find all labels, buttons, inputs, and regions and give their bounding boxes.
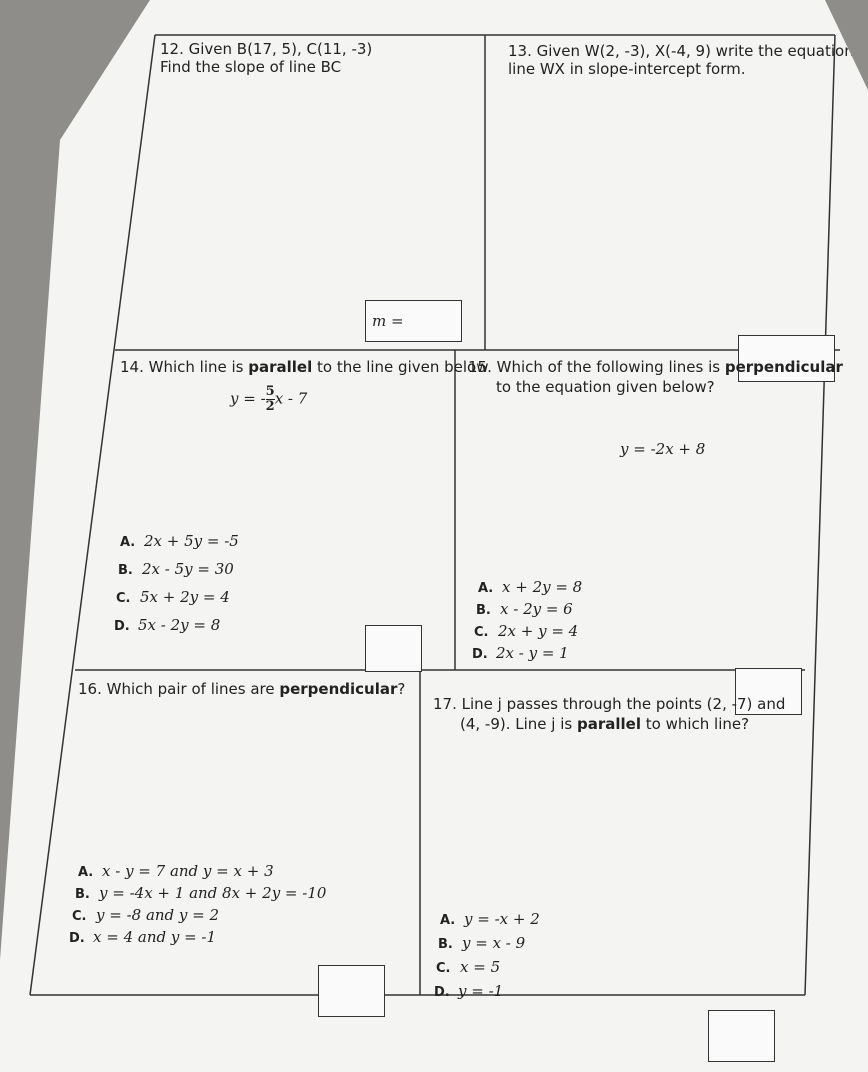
choice-letter: A. <box>478 581 494 596</box>
choice-text: y = -x + 2 <box>464 910 540 928</box>
choice-letter: A. <box>440 913 456 928</box>
choice-text: 2x + y = 4 <box>498 622 579 640</box>
choice-letter: B. <box>118 563 133 578</box>
answer-label: m = <box>372 312 404 330</box>
choice: B. y = -4x + 1 and 8x + 2y = -10 <box>75 884 326 902</box>
prompt-emphasis: perpendicular <box>724 358 843 376</box>
prompt: (4, -9). Line j is parallel to which lin… <box>460 715 749 733</box>
choice-letter: D. <box>434 985 450 1000</box>
prompt-text: 14. Which line is <box>120 358 249 376</box>
choice: C. 2x + y = 4 <box>474 622 578 640</box>
choice-text: 2x - 5y = 30 <box>142 560 234 578</box>
choice: C. y = -8 and y = 2 <box>72 906 219 924</box>
choice-text: 5x - 2y = 8 <box>138 616 221 634</box>
prompt-emphasis: parallel <box>577 715 641 733</box>
choice-letter: B. <box>476 603 491 618</box>
choice-letter: C. <box>436 961 451 976</box>
choice: D. y = -1 <box>434 982 503 1000</box>
choice-letter: C. <box>72 909 87 924</box>
choice: D. 5x - 2y = 8 <box>114 616 220 634</box>
choice-text: x - 2y = 6 <box>500 600 573 618</box>
choice-letter: B. <box>438 937 453 952</box>
equation-rhs: x - 7 <box>274 389 308 408</box>
answer-box[interactable] <box>365 300 462 342</box>
prompt: 17. Line j passes through the points (2,… <box>433 695 786 713</box>
answer-box[interactable] <box>738 335 835 382</box>
choice-letter: C. <box>474 625 489 640</box>
prompt-text: ? <box>397 680 406 698</box>
choice-text: x = 4 and y = -1 <box>93 928 217 946</box>
choice-letter: D. <box>69 931 85 946</box>
choice-text: y = x - 9 <box>462 934 526 952</box>
prompt-text: to the line given below <box>312 358 489 376</box>
choice: A. y = -x + 2 <box>440 910 540 928</box>
choice: D. 2x - y = 1 <box>472 644 569 662</box>
choice: C. x = 5 <box>436 958 500 976</box>
choice: B. x - 2y = 6 <box>476 600 573 618</box>
prompt-text: 16. Which pair of lines are <box>78 680 280 698</box>
choice-text: x + 2y = 8 <box>502 578 583 596</box>
choice: B. 2x - 5y = 30 <box>118 560 234 578</box>
prompt: Find the slope of line BC <box>160 58 342 76</box>
choice-letter: D. <box>472 647 488 662</box>
choice-letter: A. <box>78 865 94 880</box>
prompt-text: 15. Which of the following lines is <box>468 358 725 376</box>
choice-text: 2x + 5y = -5 <box>144 532 239 550</box>
numerator: 5 <box>265 384 275 400</box>
choice: A. x + 2y = 8 <box>478 578 582 596</box>
choice-text: y = -8 and y = 2 <box>96 906 220 924</box>
prompt: line WX in slope-intercept form. <box>508 60 746 78</box>
choice-text: x = 5 <box>460 958 501 976</box>
answer-box[interactable] <box>318 965 385 1017</box>
choice-letter: C. <box>116 591 131 606</box>
prompt: 15. Which of the following lines is perp… <box>468 358 843 376</box>
choice-text: x - y = 7 and y = x + 3 <box>102 862 274 880</box>
choice: A. 2x + 5y = -5 <box>120 532 239 550</box>
answer-box[interactable] <box>708 1010 775 1062</box>
choice-text: 5x + 2y = 4 <box>140 588 230 606</box>
answer-box[interactable] <box>365 625 422 672</box>
choice: B. y = x - 9 <box>438 934 525 952</box>
prompt: to the equation given below? <box>496 378 715 396</box>
choice: A. x - y = 7 and y = x + 3 <box>78 862 274 880</box>
choice-text: y = -4x + 1 and 8x + 2y = -10 <box>99 884 327 902</box>
denominator: 2 <box>265 399 275 414</box>
equation: y = -2x + 8 <box>620 440 706 458</box>
prompt: 12. Given B(17, 5), C(11, -3) <box>160 40 373 58</box>
choice-letter: D. <box>114 619 130 634</box>
prompt: 16. Which pair of lines are perpendicula… <box>78 680 405 698</box>
prompt-emphasis: parallel <box>248 358 313 376</box>
prompt-text: to which line? <box>640 715 750 733</box>
equation-lhs: y = - <box>230 389 266 408</box>
choice-letter: B. <box>75 887 90 902</box>
choice-letter: A. <box>120 535 136 550</box>
prompt-emphasis: perpendicular <box>279 680 398 698</box>
prompt: 14. Which line is parallel to the line g… <box>120 358 488 376</box>
choice: C. 5x + 2y = 4 <box>116 588 230 606</box>
prompt-text: (4, -9). Line j is <box>460 715 577 733</box>
prompt: 13. Given W(2, -3), X(-4, 9) write the e… <box>508 42 868 60</box>
choice-text: y = -1 <box>458 982 504 1000</box>
choice-text: 2x - y = 1 <box>496 644 569 662</box>
answer-box[interactable] <box>735 668 802 715</box>
choice: D. x = 4 and y = -1 <box>69 928 216 946</box>
